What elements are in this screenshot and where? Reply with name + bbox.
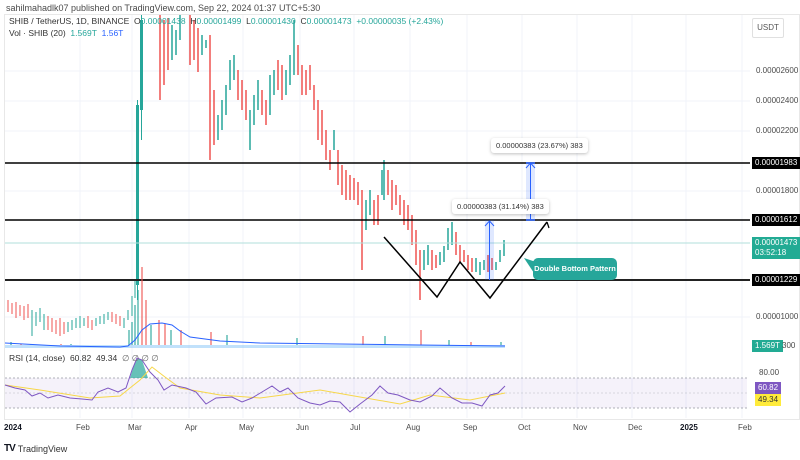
rsi-ma-value: 49.34	[95, 353, 118, 363]
grid-lines	[5, 15, 750, 418]
time-axis-label: Nov	[573, 423, 588, 432]
rsi-band	[5, 378, 747, 408]
published-by-text: sahilmahadlk07 published on TradingView.…	[6, 3, 321, 13]
bar-countdown: 03:52:18	[755, 248, 787, 257]
low-value: 0.00001430	[250, 16, 296, 26]
volume-label[interactable]: Vol · SHIB (20)	[9, 28, 66, 38]
price-axis-label: 0.00001000	[756, 312, 799, 321]
tradingview-logo[interactable]: TV TradingView	[4, 443, 67, 454]
rsi-label[interactable]: RSI (14, close)	[9, 353, 66, 363]
rsi-axis-upper: 80.00	[759, 368, 780, 377]
time-axis-label: Sep	[463, 423, 478, 432]
time-axis-label: Jun	[296, 423, 309, 432]
volume-ma-line	[4, 322, 506, 348]
time-axis-label: Mar	[128, 423, 142, 432]
time-axis-label: Jul	[350, 423, 361, 432]
rsi-legend: RSI (14, close) 60.82 49.34 ∅ ∅ ∅ ∅	[9, 353, 159, 364]
time-axis-label: Apr	[185, 423, 198, 432]
volume-axis-label: 300	[782, 341, 796, 350]
rsi-value: 60.82	[69, 353, 92, 363]
current-price-tag: 0.00001473 03:52:18	[752, 237, 800, 259]
rsi-ma-line	[4, 366, 506, 405]
time-axis-label: 2024	[4, 423, 22, 432]
change-value: +0.00000035 (+2.43%)	[356, 16, 444, 26]
rsi-ma-tag: 49.34	[755, 394, 782, 406]
candlesticks	[7, 15, 505, 336]
currency-unit-button[interactable]: USDT	[752, 18, 784, 38]
rsi-extra-values: ∅ ∅ ∅ ∅	[121, 353, 159, 363]
volume-value: 1.569T	[70, 28, 97, 38]
price-axis-label: 0.00002600	[756, 66, 799, 75]
time-axis-label: 2025	[680, 423, 698, 432]
time-axis-label: Feb	[738, 423, 752, 432]
level-tag-1612: 0.00001612	[752, 214, 800, 226]
high-value: 0.00001499	[196, 16, 242, 26]
rsi-overbought-fill	[130, 358, 148, 378]
double-bottom-drawing	[383, 221, 548, 300]
rsi-value-tag: 60.82	[755, 382, 782, 394]
double-bottom-callout[interactable]: Double Bottom Pattern	[533, 258, 617, 280]
tradingview-brand-text: TradingView	[17, 443, 68, 454]
level-tag-1983: 0.00001983	[752, 157, 800, 169]
time-axis-label: Dec	[628, 423, 643, 432]
price-axis-label: 0.00001800	[756, 186, 799, 195]
price-axis-label: 0.00002400	[756, 96, 799, 105]
time-axis-label: Feb	[76, 423, 90, 432]
tradingview-logo-icon: TV	[4, 443, 16, 454]
open-value: 0.00001438	[140, 16, 186, 26]
price-axis-label: 0.00002200	[756, 126, 799, 135]
ohlc-legend: SHIB / TetherUS, 1D, BINANCE O0.00001438…	[9, 16, 444, 38]
volume-ma-value: 1.56T	[101, 28, 124, 38]
time-axis-label: Oct	[518, 423, 531, 432]
volume-tag: 1.569T	[752, 340, 783, 352]
rsi-line	[4, 357, 506, 413]
level-tag-1229: 0.00001229	[752, 274, 800, 286]
close-value: 0.00001473	[306, 16, 352, 26]
time-axis-label: May	[239, 423, 255, 432]
measure-lower-label[interactable]: 0.00000383 (31.14%) 383	[452, 199, 549, 214]
time-axis-label: Aug	[406, 423, 421, 432]
measure-upper-label[interactable]: 0.00000383 (23.67%) 383	[491, 138, 588, 153]
symbol-title[interactable]: SHIB / TetherUS, 1D, BINANCE	[9, 16, 130, 26]
